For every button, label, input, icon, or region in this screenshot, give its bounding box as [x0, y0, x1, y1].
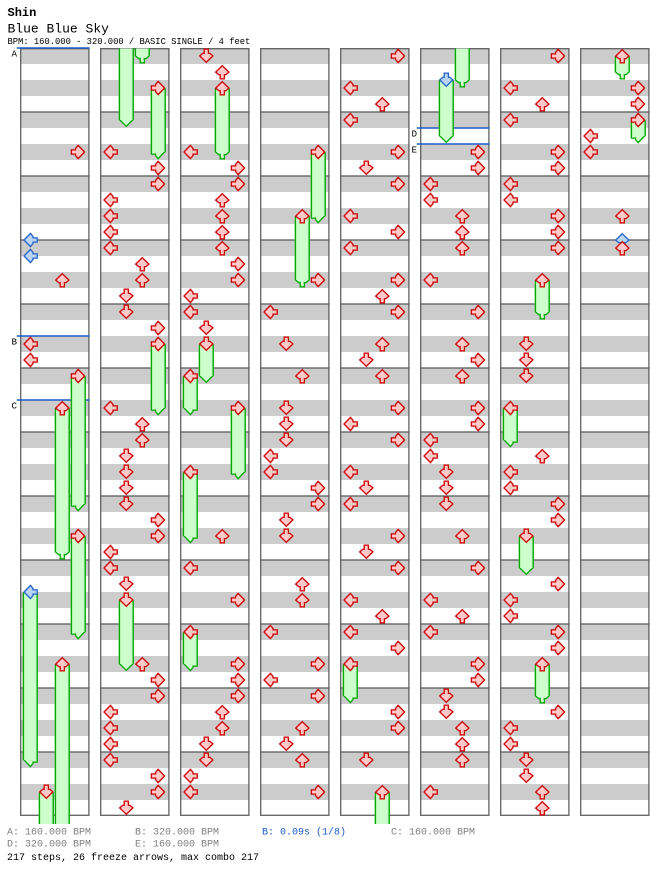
svg-text:C: 160.000 BPM: C: 160.000 BPM — [391, 828, 475, 839]
svg-text:D: 320.000 BPM: D: 320.000 BPM — [7, 840, 91, 851]
svg-text:Blue Blue Sky: Blue Blue Sky — [8, 22, 110, 37]
svg-text:217 steps, 26 freeze arrows, m: 217 steps, 26 freeze arrows, max combo 2… — [7, 852, 259, 864]
svg-text:Shin: Shin — [8, 6, 37, 20]
svg-text:C: C — [11, 400, 17, 411]
svg-text:BPM: 160.000 - 320.000 / BASIC: BPM: 160.000 - 320.000 / BASIC SINGLE / … — [8, 37, 251, 47]
svg-text:B: B — [11, 336, 17, 347]
svg-text:B: 0.09s (1/8): B: 0.09s (1/8) — [262, 827, 346, 839]
svg-text:E: E — [411, 144, 417, 155]
svg-text:A: 160.000 BPM: A: 160.000 BPM — [7, 828, 91, 839]
svg-text:E: 160.000 BPM: E: 160.000 BPM — [135, 840, 219, 851]
svg-text:B: 320.000 BPM: B: 320.000 BPM — [135, 828, 219, 839]
svg-text:D: D — [411, 128, 417, 139]
svg-text:A: A — [11, 48, 17, 59]
